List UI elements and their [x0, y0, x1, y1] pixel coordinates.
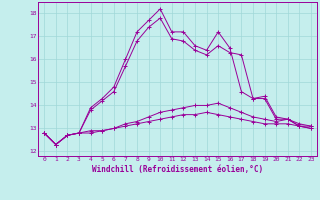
- X-axis label: Windchill (Refroidissement éolien,°C): Windchill (Refroidissement éolien,°C): [92, 165, 263, 174]
